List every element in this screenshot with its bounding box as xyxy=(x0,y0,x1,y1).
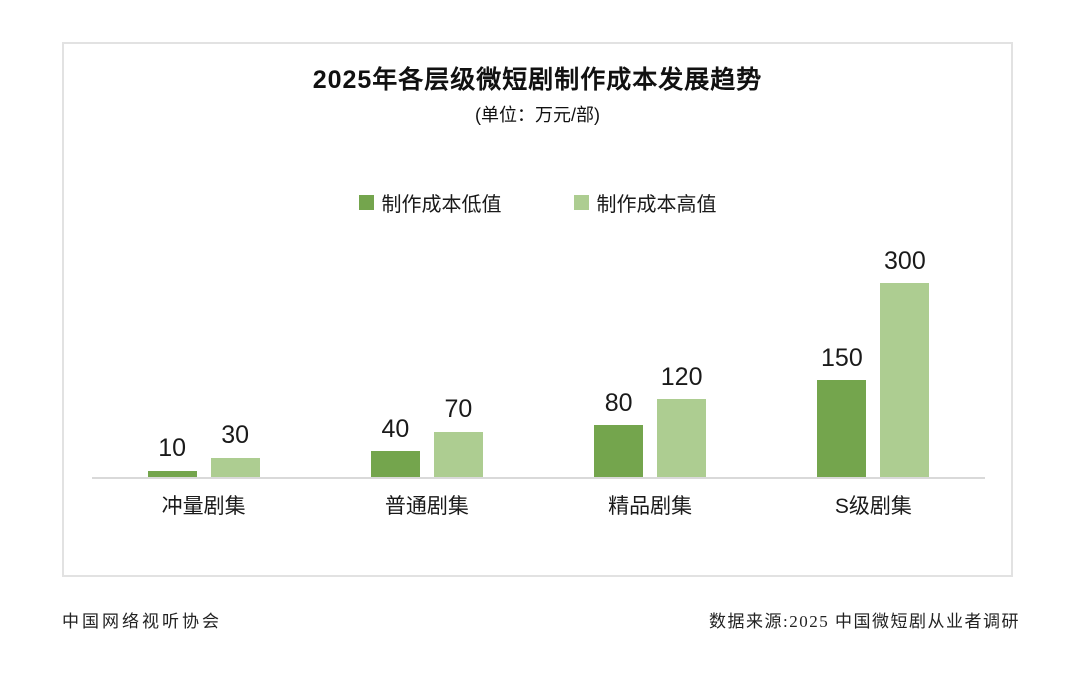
bar-low xyxy=(817,380,867,477)
bar-cell: 40 xyxy=(370,414,420,477)
bar-value-label: 300 xyxy=(884,246,926,275)
bar-group-1: 40 70 xyxy=(315,237,538,477)
bar-high xyxy=(657,399,707,477)
bar-value-label: 120 xyxy=(660,362,703,391)
bar-low xyxy=(147,470,197,477)
bar-value-label: 80 xyxy=(604,388,633,417)
bar-cell: 10 xyxy=(147,434,197,477)
bar-cell: 70 xyxy=(433,395,483,477)
footer-source-left: 中国网络视听协会 xyxy=(62,612,222,631)
bar-cell: 80 xyxy=(594,388,644,477)
bar-cell: 300 xyxy=(880,246,930,477)
bar-high xyxy=(880,283,930,477)
chart-title: 2025年各层级微短剧制作成本发展趋势 xyxy=(312,66,763,94)
bar-cell: 120 xyxy=(657,362,707,477)
bar-value-label: 150 xyxy=(821,343,863,372)
category-label-2: 精品剧集 xyxy=(608,495,693,518)
bar-pair: 40 70 xyxy=(370,395,483,477)
category-axis-labels: 冲量剧集 普通剧集 精品剧集 S级剧集 xyxy=(92,490,985,520)
bar-pair: 150 300 xyxy=(817,246,930,477)
bar-cell: 150 xyxy=(817,343,867,477)
legend-label: 制作成本高值 xyxy=(596,194,717,216)
bar-group-2: 80 120 xyxy=(539,237,762,477)
bar-value-label: 30 xyxy=(221,421,250,450)
plot-area: 10 30 40 70 80 120 150 300 xyxy=(92,237,985,477)
bar-cell: 30 xyxy=(210,421,260,477)
bar-value-label: 10 xyxy=(158,434,187,462)
bar-low xyxy=(370,451,420,477)
footer-source-right: 数据来源:2025 中国微短剧从业者调研 xyxy=(709,612,1020,631)
category-label-1: 普通剧集 xyxy=(384,495,469,518)
chart-panel: 2025年各层级微短剧制作成本发展趋势 (单位：万元/部) 制作成本低值 制作成本… xyxy=(62,42,1013,577)
bar-high xyxy=(433,431,483,477)
bar-low xyxy=(594,425,644,477)
bar-pair: 10 30 xyxy=(147,421,260,477)
bar-group-3: 150 300 xyxy=(762,237,985,477)
x-axis-line xyxy=(92,477,985,479)
bar-pair: 80 120 xyxy=(594,362,707,477)
legend-swatch-icon xyxy=(573,195,589,210)
legend-swatch-icon xyxy=(358,195,374,210)
bar-high xyxy=(210,457,260,477)
chart-legend: 制作成本低值 制作成本高值 xyxy=(64,188,1011,217)
category-label-3: S级剧集 xyxy=(834,495,912,518)
legend-label: 制作成本低值 xyxy=(381,194,502,216)
legend-item-1: 制作成本高值 xyxy=(573,188,717,217)
legend-item-0: 制作成本低值 xyxy=(358,188,502,217)
chart-unit-subtitle: (单位：万元/部) xyxy=(475,105,600,125)
bar-value-label: 70 xyxy=(444,395,473,424)
bar-value-label: 40 xyxy=(381,414,410,443)
category-label-0: 冲量剧集 xyxy=(161,495,246,518)
bar-group-0: 10 30 xyxy=(92,237,315,477)
